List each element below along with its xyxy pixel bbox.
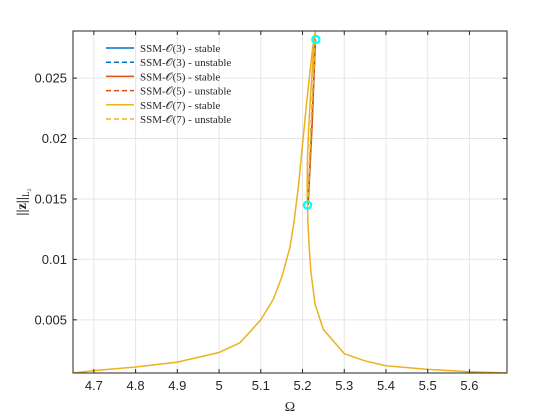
legend-label-5: SSM-𝒪(7) - unstable [140, 114, 231, 126]
bifurcation-marker-1 [311, 34, 321, 45]
x-tick-label: 5.1 [252, 378, 270, 393]
plot-series [73, 30, 507, 373]
y-axis-label: ||z||L₂ [15, 188, 31, 215]
grid [73, 31, 507, 373]
y-axis-label-group: ||z||L₂ [15, 188, 31, 215]
bifurcation-marker-0 [302, 200, 313, 210]
x-tick-label: 5.3 [335, 378, 353, 393]
legend-label-3: SSM-𝒪(5) - unstable [140, 86, 231, 98]
bifurcation-markers [302, 34, 321, 210]
x-tick-label: 4.7 [85, 378, 103, 393]
legend-label-4: SSM-𝒪(7) - stable [140, 100, 220, 112]
axes [72, 30, 508, 374]
y-axis-label-main: ||z|| [15, 197, 30, 216]
x-tick-label: 5.4 [377, 378, 395, 393]
y-tick-label: 0.01 [42, 252, 67, 267]
x-tick-label: 4.8 [127, 378, 145, 393]
y-tick-label: 0.02 [42, 131, 67, 146]
x-tick-label: 4.9 [168, 378, 186, 393]
legend-label-1: SSM-𝒪(3) - unstable [140, 57, 231, 69]
series-line-5 [306, 39, 316, 206]
legend: SSM-𝒪(3) - stable SSM-𝒪(3) - unstable SSM-… [106, 43, 231, 126]
x-axis-label: Ω [285, 400, 295, 415]
legend-label-2: SSM-𝒪(5) - stable [140, 71, 220, 83]
y-tick-label: 0.025 [34, 71, 67, 86]
x-tick-label: 5 [215, 378, 222, 393]
legend-label-0: SSM-𝒪(3) - stable [140, 43, 220, 55]
y-tick-label: 0.015 [34, 191, 67, 206]
y-axis-label-subscript: L₂ [21, 188, 31, 197]
y-tick-label: 0.005 [34, 312, 67, 327]
x-tick-label: 5.6 [460, 378, 478, 393]
series-line-4 [73, 30, 507, 373]
x-tick-label: 5.5 [419, 378, 437, 393]
ticks: 4.7 4.8 4.9 5 5.1 5.2 5.3 5.4 5.5 5.6 0.005 0.01 0.0… [34, 31, 507, 393]
x-tick-label: 5.2 [293, 378, 311, 393]
axes-box [72, 30, 508, 374]
